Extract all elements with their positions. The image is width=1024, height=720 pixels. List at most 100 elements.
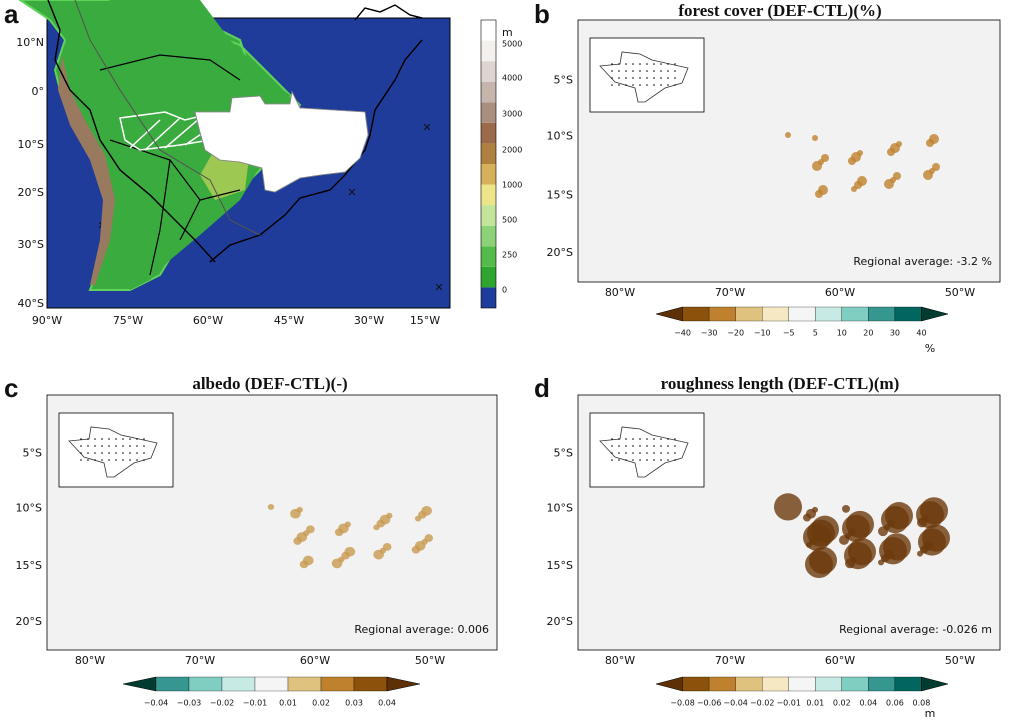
inset-dot xyxy=(611,438,613,440)
blob xyxy=(842,504,850,513)
inset-dot xyxy=(639,452,641,454)
inset-dot xyxy=(115,459,117,461)
blob xyxy=(878,559,884,566)
colorbar-segment xyxy=(708,306,736,322)
inset-dot xyxy=(632,77,634,79)
colorbar-label: 20 xyxy=(863,329,873,338)
colorbar-label: 0.02 xyxy=(312,699,330,708)
colorbar-frame xyxy=(480,19,497,309)
inset-dot xyxy=(653,77,655,79)
inset-region xyxy=(599,51,689,103)
colorbar-label: 0.04 xyxy=(859,699,877,708)
y-tick-label: 5°S xyxy=(554,447,573,460)
colorbar-label: −0.04 xyxy=(144,699,169,708)
colorbar-segment xyxy=(481,164,496,185)
inset-dot xyxy=(639,77,641,79)
colorbar-arrow xyxy=(655,306,683,322)
inset-dot xyxy=(667,63,669,65)
inset-dot xyxy=(94,459,96,461)
inset-region xyxy=(599,426,689,478)
y-tick-label: 20°S xyxy=(547,615,573,628)
x-tick-label: 60°W xyxy=(300,654,330,667)
inset-dot xyxy=(674,63,676,65)
colorbar-segment xyxy=(481,61,496,82)
inset-dot xyxy=(660,84,662,86)
colorbar-arrow xyxy=(122,676,157,692)
x-tick-label: 70°W xyxy=(185,654,215,667)
inset-dot xyxy=(618,452,620,454)
inset-dot xyxy=(122,452,124,454)
blob xyxy=(851,186,857,192)
panel-title: roughness length (DEF-CTL)(m) xyxy=(661,374,900,393)
colorbar-segment xyxy=(287,676,322,692)
colorbar-segment xyxy=(894,306,922,322)
inset-dot xyxy=(94,438,96,440)
colorbar-label: −40 xyxy=(674,329,691,338)
regional-average: Regional average: 0.006 xyxy=(354,623,489,636)
panel-letter: d xyxy=(534,373,550,403)
blob xyxy=(923,170,933,180)
colorbar-label: 5 xyxy=(813,329,818,338)
y-tick-label: 5°S xyxy=(23,447,42,460)
panel-title: forest cover (DEF-CTL)(%) xyxy=(678,1,881,20)
inset-dot xyxy=(101,445,103,447)
colorbar-segment xyxy=(708,676,736,692)
inset-dot xyxy=(674,84,676,86)
inset-dot xyxy=(129,459,131,461)
y-tick-label: 15°S xyxy=(547,189,573,202)
regional-average: Regional average: -3.2 % xyxy=(853,255,992,268)
blob xyxy=(917,517,927,528)
colorbar-segment xyxy=(481,205,496,226)
inset-dot xyxy=(611,70,613,72)
colorbar-segment xyxy=(481,102,496,123)
colorbar-label: −5 xyxy=(783,329,795,338)
inset-dot xyxy=(618,63,620,65)
y-tick-label: 20°S xyxy=(16,615,42,628)
blob xyxy=(293,537,302,545)
inset-dot xyxy=(625,84,627,86)
inset-dot xyxy=(101,459,103,461)
x-tick-label: 60°W xyxy=(193,314,223,327)
inset-dot xyxy=(80,438,82,440)
colorbar-segment xyxy=(320,676,355,692)
inset-dot xyxy=(115,445,117,447)
colorbar-unit: % xyxy=(925,342,935,355)
blob xyxy=(334,528,344,537)
x-tick-label: 50°W xyxy=(415,654,445,667)
inset-dot xyxy=(639,438,641,440)
andes xyxy=(58,55,115,285)
island: ✕ xyxy=(434,281,443,294)
colorbar-label: 0.03 xyxy=(345,699,363,708)
inset-dot xyxy=(618,459,620,461)
y-tick-label: 15°S xyxy=(16,559,42,572)
inset-dot xyxy=(667,459,669,461)
colorbar-label: −0.03 xyxy=(177,699,202,708)
panel-letter: a xyxy=(4,0,19,29)
inset-dot xyxy=(618,77,620,79)
inset-dot xyxy=(611,84,613,86)
map xyxy=(267,504,434,569)
inset-dot xyxy=(660,70,662,72)
colorbar-segment xyxy=(481,184,496,206)
inset-dot xyxy=(646,459,648,461)
x-tick-label: 70°W xyxy=(715,654,745,667)
inset-dot xyxy=(667,452,669,454)
inset-dot xyxy=(625,70,627,72)
inset-dot xyxy=(101,452,103,454)
blob xyxy=(803,513,811,522)
x-tick-label: 70°W xyxy=(715,286,745,299)
island: ✕ xyxy=(422,121,431,134)
inset-dot xyxy=(646,438,648,440)
inset-dot xyxy=(632,459,634,461)
y-tick-label: 0° xyxy=(32,85,45,98)
inset-dot xyxy=(136,452,138,454)
colorbar-segment xyxy=(155,676,190,692)
inset-dot xyxy=(122,459,124,461)
inset-dot xyxy=(660,77,662,79)
inset-region xyxy=(68,426,158,478)
inset-dot xyxy=(129,438,131,440)
x-tick-label: 80°W xyxy=(75,654,105,667)
inset-dot xyxy=(646,445,648,447)
inset-dot xyxy=(639,445,641,447)
inset-dot xyxy=(674,438,676,440)
